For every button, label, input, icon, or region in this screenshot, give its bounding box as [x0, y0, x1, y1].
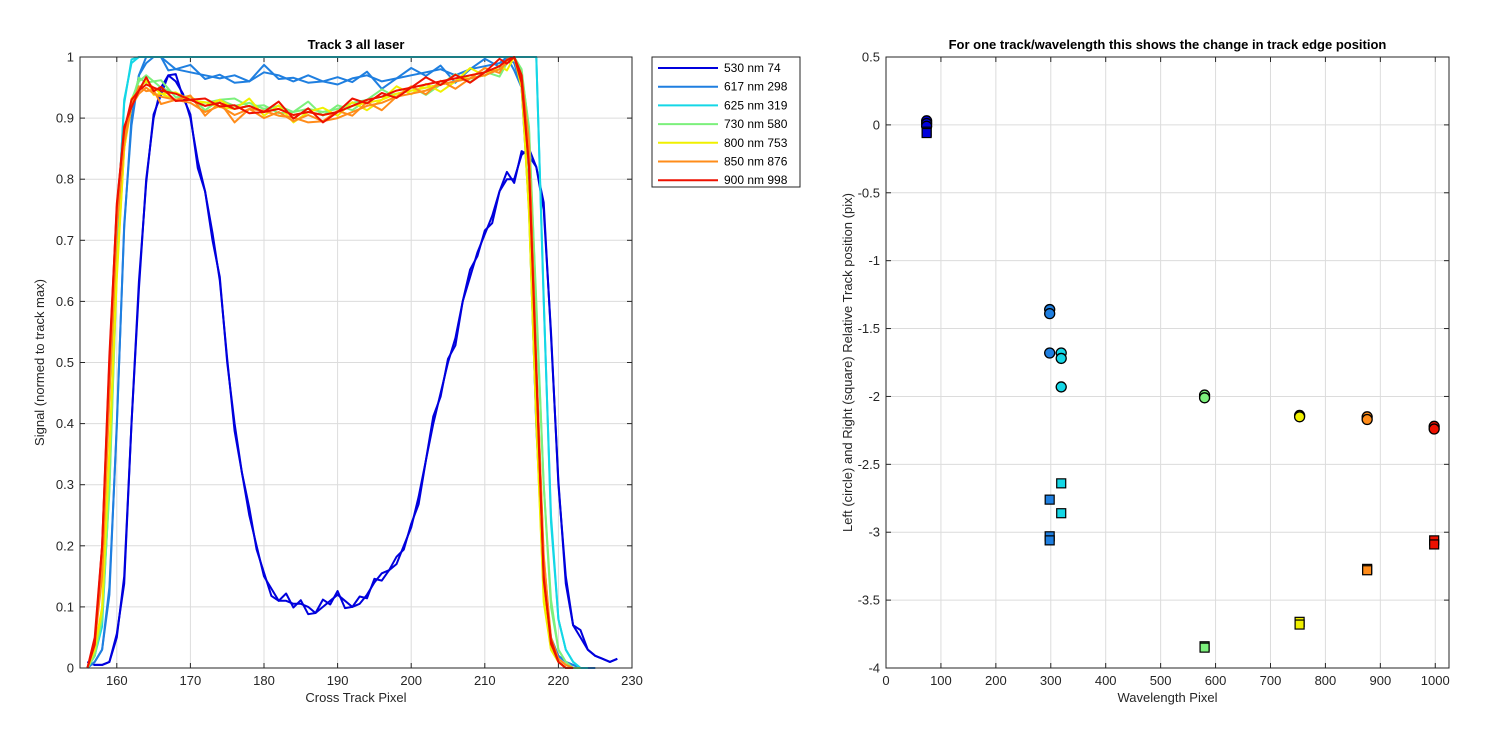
left-edge-point: [1361, 413, 1373, 426]
x-tick-label: 170: [180, 673, 202, 688]
y-tick-label: 0.5: [56, 355, 74, 370]
legend-entry: 800 nm 753: [724, 136, 788, 150]
right-edge-point: [1362, 565, 1373, 576]
y-tick-label: -3.5: [858, 593, 880, 608]
legend-entry: 850 nm 876: [724, 155, 788, 169]
legend-entry: 530 nm 74: [724, 61, 781, 75]
x-axis-label: Wavelength Pixel: [1118, 690, 1218, 705]
right-edge-point: [1294, 619, 1305, 630]
y-tick-label: 0.1: [56, 599, 74, 614]
series-line-730-nm-580: [86, 56, 581, 669]
x-tick-label: 700: [1260, 673, 1282, 688]
y-tick-label: 1: [67, 50, 74, 65]
right-edge-point: [1044, 535, 1055, 546]
chart-title: Track 3 all laser: [308, 37, 405, 52]
right-edge-point: [1199, 642, 1210, 653]
legend-box: [651, 56, 801, 188]
x-axis-label: Cross Track Pixel: [305, 690, 406, 705]
right-edge-point: [1044, 494, 1055, 505]
chart-title: For one track/wavelength this shows the …: [949, 37, 1387, 52]
y-tick-label: -2.5: [858, 457, 880, 472]
y-tick-label: 0.3: [56, 477, 74, 492]
x-tick-label: 0: [882, 673, 889, 688]
x-tick-label: 600: [1205, 673, 1227, 688]
y-tick-label: -1: [868, 253, 880, 268]
x-tick-label: 160: [106, 673, 128, 688]
left-edge-point: [1293, 411, 1306, 423]
y-tick-label: 0.2: [56, 538, 74, 553]
x-tick-label: 230: [621, 673, 643, 688]
y-tick-label: -2: [868, 389, 880, 404]
axes-box: [79, 56, 633, 669]
left-edge-point: [1428, 423, 1440, 435]
left-edge-point: [1044, 347, 1056, 359]
right-chart: 0 100 200 300 400 500 600 700 800 900 1000 0.5 0 -0.5…: [840, 37, 1450, 705]
right-edge-point: [1056, 508, 1067, 519]
axes-box: [885, 56, 1450, 669]
left-chart: 160 170 180 190 200 210 220 230 0 0.1 0.2 0.3 0.4 0.5…: [32, 37, 643, 705]
scatter-points: [920, 115, 1440, 653]
legend-entry: 617 nm 298: [724, 80, 788, 94]
right-edge-point: [921, 127, 932, 139]
y-tick-label: -0.5: [858, 185, 880, 200]
series-line-900-nm-998: [86, 56, 574, 669]
y-tick-label: -3: [868, 525, 880, 540]
y-tick-label: 0.9: [56, 111, 74, 126]
x-tick-label: 200: [985, 673, 1007, 688]
y-axis-label: Left (circle) and Right (square) Relativ…: [840, 193, 855, 532]
legend-entry: 730 nm 580: [724, 117, 788, 131]
left-edge-point: [1055, 381, 1067, 393]
y-tick-label: 0.6: [56, 294, 74, 309]
y-tick-label: -1.5: [858, 321, 880, 336]
legend: 530 nm 74 617 nm 298 625 nm 319 730 nm 580 8…: [651, 56, 801, 188]
x-tick-label: 100: [930, 673, 952, 688]
x-tick-label: 220: [548, 673, 570, 688]
x-tick-label: 190: [327, 673, 349, 688]
legend-entry: 900 nm 998: [724, 173, 788, 187]
y-tick-label: 0.8: [56, 172, 74, 187]
x-tick-label: 1000: [1421, 673, 1450, 688]
legend-entry: 625 nm 319: [724, 98, 788, 112]
y-tick-label: 0.5: [862, 50, 880, 65]
y-tick-label: -4: [868, 661, 880, 676]
x-tick-label: 300: [1040, 673, 1062, 688]
x-tick-label: 400: [1095, 673, 1117, 688]
right-edge-point: [1056, 478, 1067, 489]
y-tick-label: 0.7: [56, 233, 74, 248]
x-tick-label: 200: [400, 673, 422, 688]
x-tick-label: 210: [474, 673, 496, 688]
right-edge-point: [1429, 539, 1440, 550]
x-tick-label: 900: [1369, 673, 1391, 688]
y-tick-label: 0: [873, 117, 880, 132]
x-tick-label: 800: [1315, 673, 1337, 688]
x-tick-label: 180: [253, 673, 275, 688]
y-tick-label: 0.4: [56, 416, 74, 431]
left-edge-point: [1044, 307, 1056, 320]
x-tick-label: 500: [1150, 673, 1172, 688]
left-edge-point: [1055, 352, 1067, 365]
y-tick-label: 0: [67, 661, 74, 676]
left-edge-point: [1198, 392, 1211, 404]
plot-area: [886, 57, 1449, 668]
y-axis-label: Signal (normed to track max): [32, 279, 47, 446]
